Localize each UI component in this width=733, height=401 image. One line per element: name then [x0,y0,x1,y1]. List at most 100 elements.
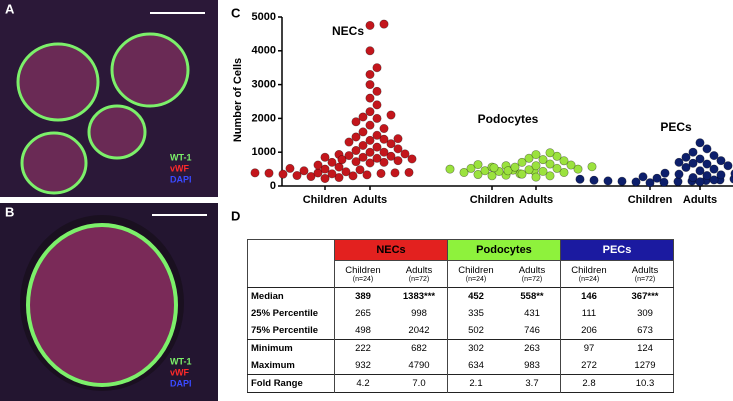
data-point [603,176,613,186]
data-point [351,117,361,127]
table-cell: 558** [504,287,561,305]
y-tick-label: 0 [270,180,276,192]
table-cell: 2042 [408,325,430,336]
data-point [688,158,698,168]
column-label: Children [345,265,381,276]
table-cell: 206 [560,322,617,340]
data-point [348,171,358,181]
glomerulus [20,131,88,195]
data-point [299,166,309,176]
column-n: (n=24) [465,276,487,283]
data-point [372,130,382,140]
column-label: Adults [405,265,433,276]
data-point [337,155,347,165]
data-point [365,46,375,56]
stain-legend: DAPI [170,174,192,184]
data-point [344,151,354,161]
data-point [466,163,476,173]
table-cell: 4.2 [334,374,391,393]
table-cell: 932 [334,357,391,375]
column-header: Children (n=24) [447,260,504,288]
data-point [552,151,562,161]
data-point [681,152,691,162]
data-point [723,161,733,171]
data-point [344,137,354,147]
y-tick-label: 3000 [252,79,276,91]
data-point [459,167,469,177]
table-cell: 335 [447,305,504,322]
data-point [379,134,389,144]
data-point [575,174,585,184]
table-cell: 263 [504,339,561,357]
table-cell: 124 [617,339,674,357]
data-point [379,147,389,157]
table-cell: 309 [637,308,653,319]
table-cell: 1279 [634,360,656,371]
column-header: Children (n=24) [560,260,617,288]
table-cell: 2.8 [560,374,617,393]
row-label: Median [247,287,335,305]
data-point [379,157,389,167]
data-point [545,159,555,169]
data-point [393,156,403,166]
group-header: NECs [334,239,448,261]
stain-legend: DAPI [170,378,192,388]
data-point [573,164,583,174]
column-header: Adults (n=72) [617,261,674,288]
data-point [709,151,719,161]
data-point [327,157,337,167]
data-point [674,157,684,167]
data-point [400,149,410,159]
column-n: (n=72) [634,276,656,283]
data-point [559,156,569,166]
row-label: 75% Percentile [251,325,319,336]
row-label: 25% Percentile [251,308,319,319]
y-axis-label: Number of Cells [232,58,244,142]
data-point [372,86,382,96]
data-point [379,124,389,134]
data-point [390,168,400,178]
data-point [285,163,295,173]
column-header: Adults (n=72) [504,261,561,288]
group-label: NECs [332,24,364,38]
data-point [358,127,368,137]
table-cell: 634 [447,357,504,375]
table-row: Minimum 222 682 302 263 97 124 [247,339,674,357]
data-point [552,163,562,173]
data-point [372,113,382,123]
data-point [538,155,548,165]
panel-label: A [5,1,15,16]
glomerulus [87,104,147,160]
subheader-row: Children (n=24) Adults (n=72) Children (n=24)… [248,260,674,288]
data-point [327,169,337,179]
data-point [480,166,490,176]
data-point [729,174,733,184]
table-cell: 673 [637,325,653,336]
x-tick-label: Adults [683,194,717,206]
data-point [365,93,375,103]
data-point [566,160,576,170]
panel-label: C [231,5,241,20]
data-point [709,164,719,174]
data-point [695,166,705,176]
data-point [292,171,302,181]
data-point [379,19,389,29]
data-point [386,110,396,120]
micrograph-b [0,203,218,401]
data-point [545,171,555,181]
column-header: Adults (n=72) [391,261,448,288]
stain-legend: vWF [170,367,190,377]
table-cell: 746 [524,325,540,336]
table-cell: 983 [524,360,540,371]
stain-legend: WT-1 [170,356,192,366]
glomerulus [110,32,190,108]
group-label: Podocytes [478,112,539,126]
data-point [372,63,382,73]
data-point [351,146,361,156]
corner-cell [248,240,335,261]
table-cell: 302 [447,339,504,357]
data-point [313,160,323,170]
glomerulus [26,223,178,387]
